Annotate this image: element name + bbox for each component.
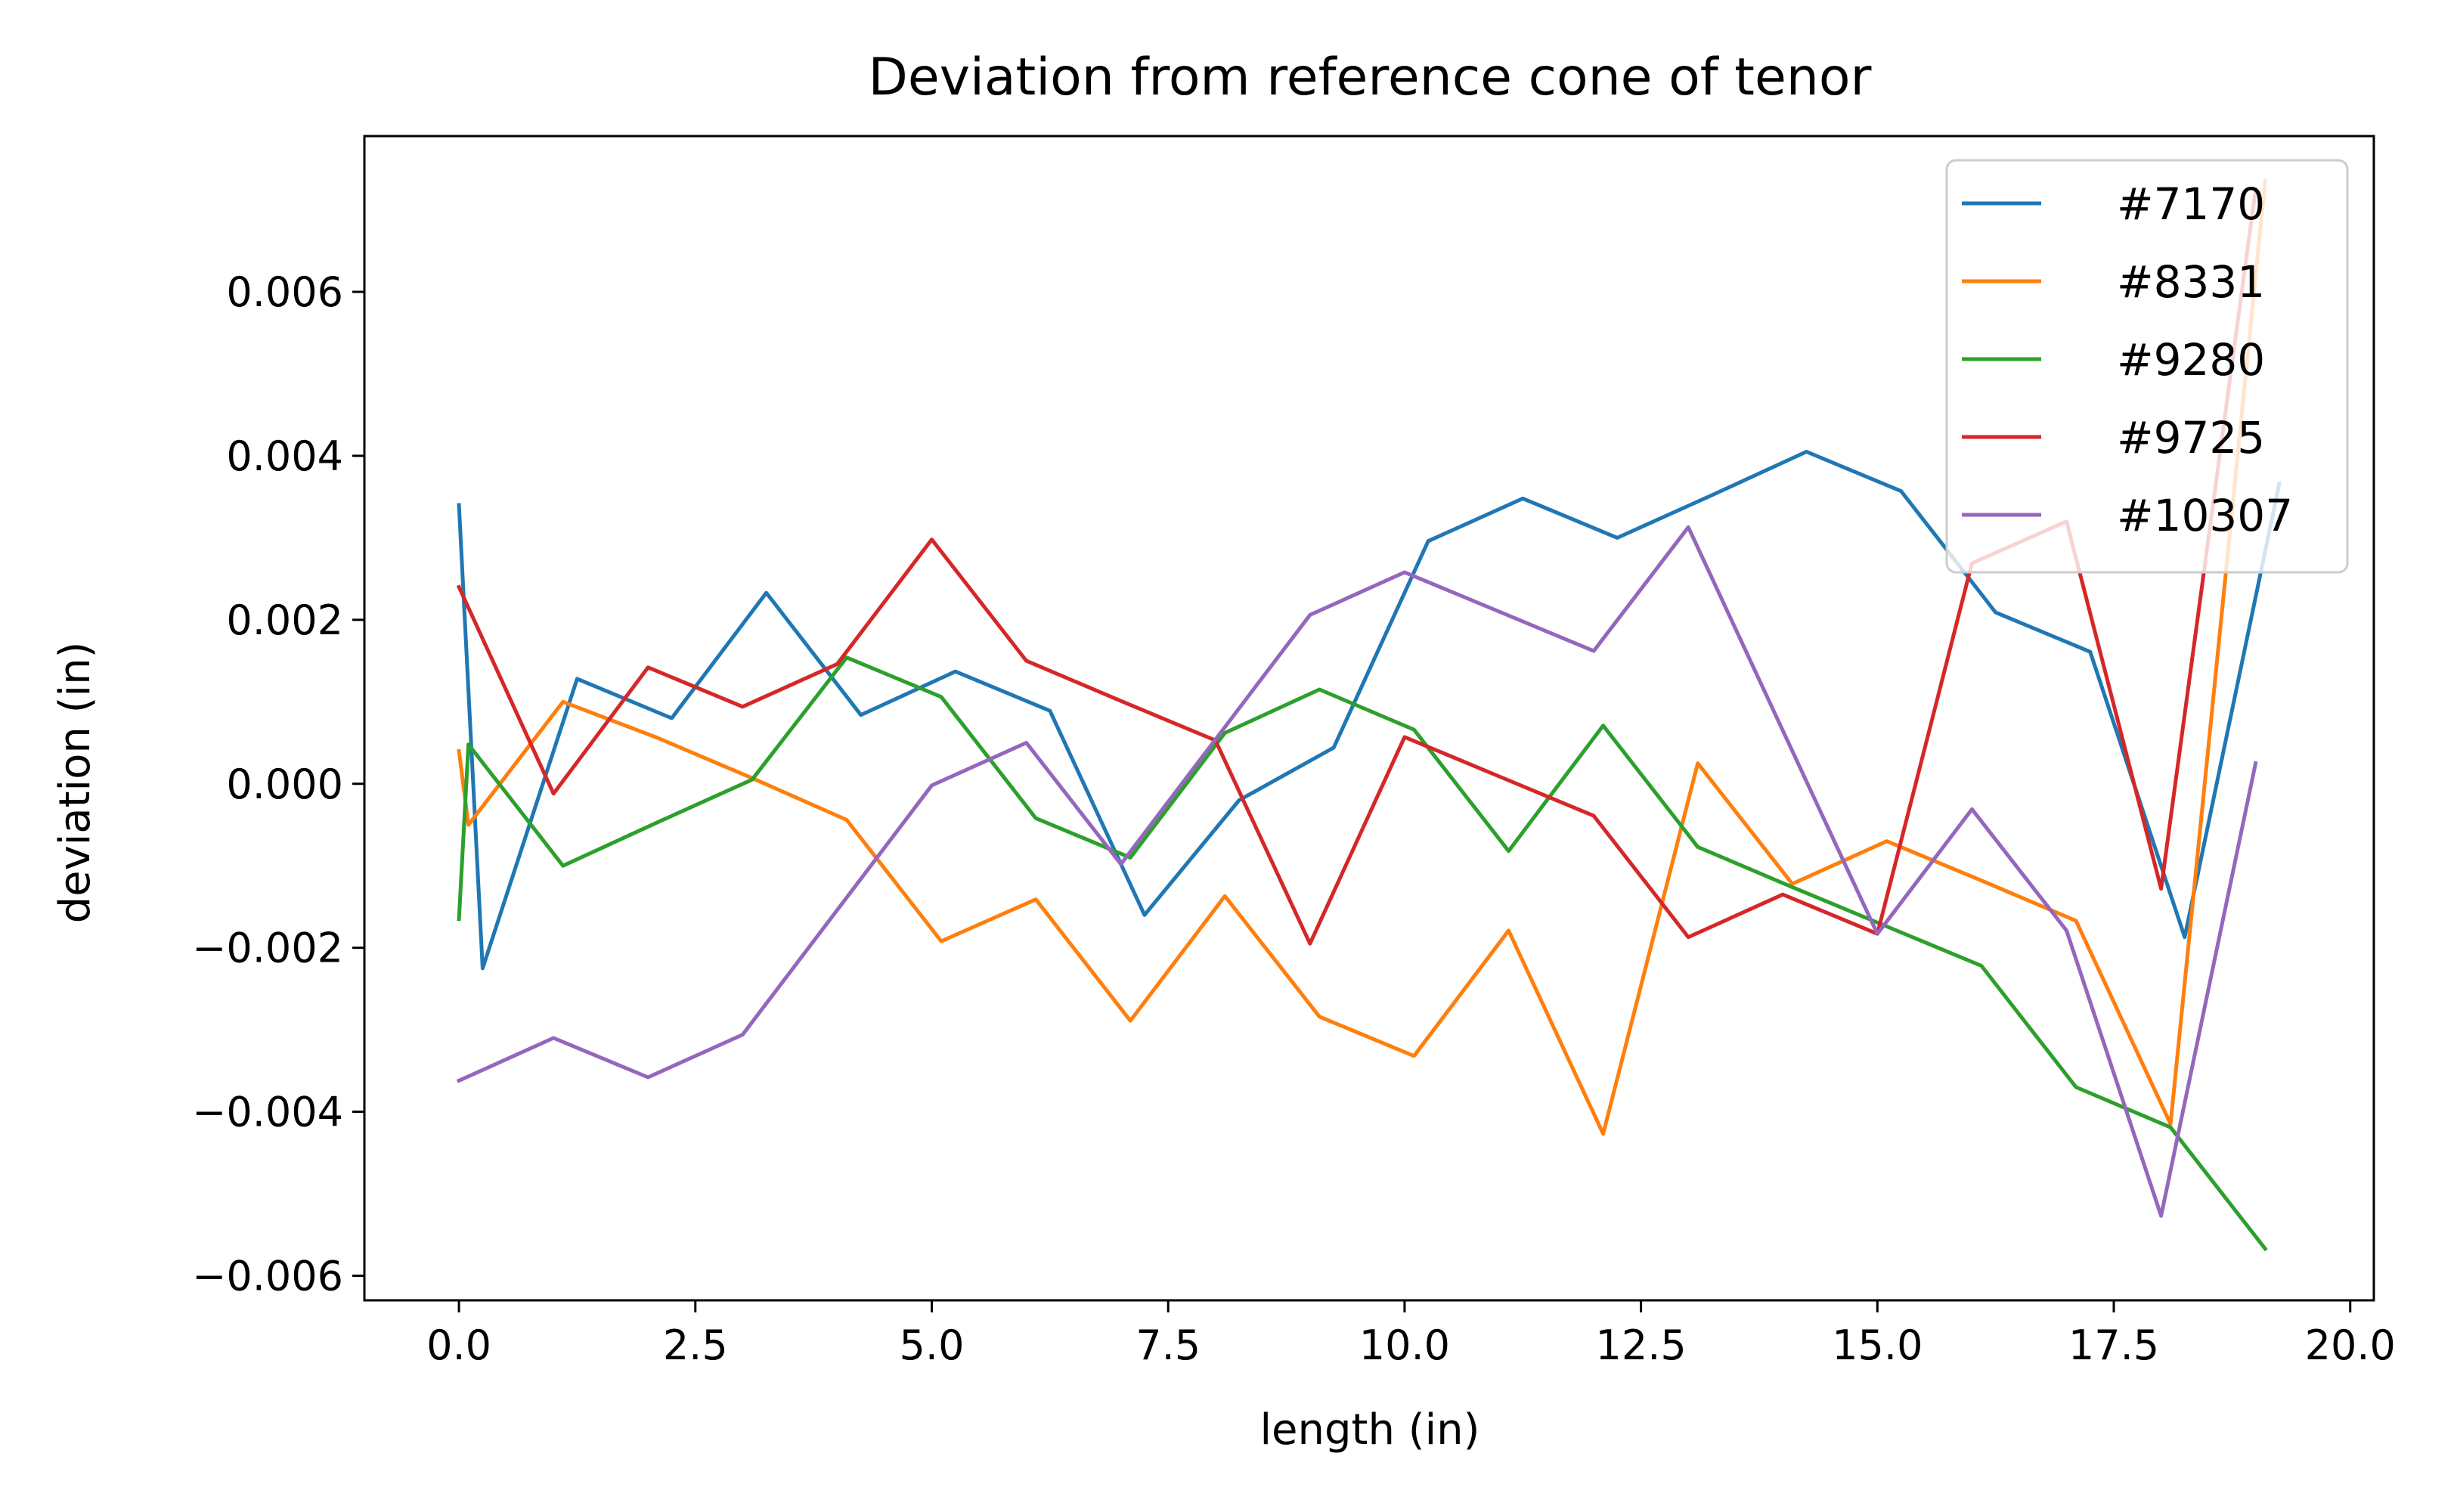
x-tick-label: 10.0 <box>1359 1321 1450 1369</box>
y-axis: −0.006 −0.004 −0.002 0.000 0.002 0.004 0.006 <box>192 268 364 1300</box>
y-tick-label: 0.006 <box>226 268 343 316</box>
legend-box <box>1945 159 2349 574</box>
legend-label: #7170 <box>2117 178 2265 230</box>
y-tick-label: −0.002 <box>192 925 343 972</box>
legend: #7170 #8331 #9280 #9725 #10307 <box>1945 159 2349 574</box>
series-line-2 <box>457 655 2268 1252</box>
x-tick-label: 20.0 <box>2305 1321 2396 1369</box>
plot-frame <box>363 135 2375 1302</box>
x-tick-label: 17.5 <box>2068 1321 2159 1369</box>
x-axis-label: length (in) <box>1259 1405 1479 1455</box>
series-line-1 <box>457 178 2267 1136</box>
chart-title: Deviation from reference cone of tenor <box>869 48 1872 107</box>
legend-label: #9725 <box>2117 412 2265 463</box>
x-tick-label: 0.0 <box>426 1321 491 1369</box>
x-tick-label: 2.5 <box>663 1321 728 1369</box>
legend-label: #8331 <box>2117 256 2265 308</box>
series-line-4 <box>456 525 2258 1218</box>
x-tick-label: 7.5 <box>1136 1321 1201 1369</box>
y-tick-label: 0.002 <box>226 596 343 644</box>
y-tick-label: −0.006 <box>192 1252 343 1300</box>
series-line-3 <box>456 187 2258 946</box>
x-axis: 0.0 2.5 5.0 7.5 10.0 12.5 15.0 17.5 20.0 <box>426 1300 2396 1369</box>
y-tick-label: 0.004 <box>226 432 343 480</box>
y-tick-label: −0.004 <box>192 1089 343 1136</box>
legend-label: #10307 <box>2117 490 2293 541</box>
y-tick-label: 0.000 <box>226 761 343 808</box>
legend-label: #9280 <box>2117 334 2265 386</box>
x-tick-label: 15.0 <box>1832 1321 1923 1369</box>
y-axis-label: deviation (in) <box>51 642 100 924</box>
x-tick-label: 12.5 <box>1595 1321 1686 1369</box>
x-tick-label: 5.0 <box>900 1321 965 1369</box>
